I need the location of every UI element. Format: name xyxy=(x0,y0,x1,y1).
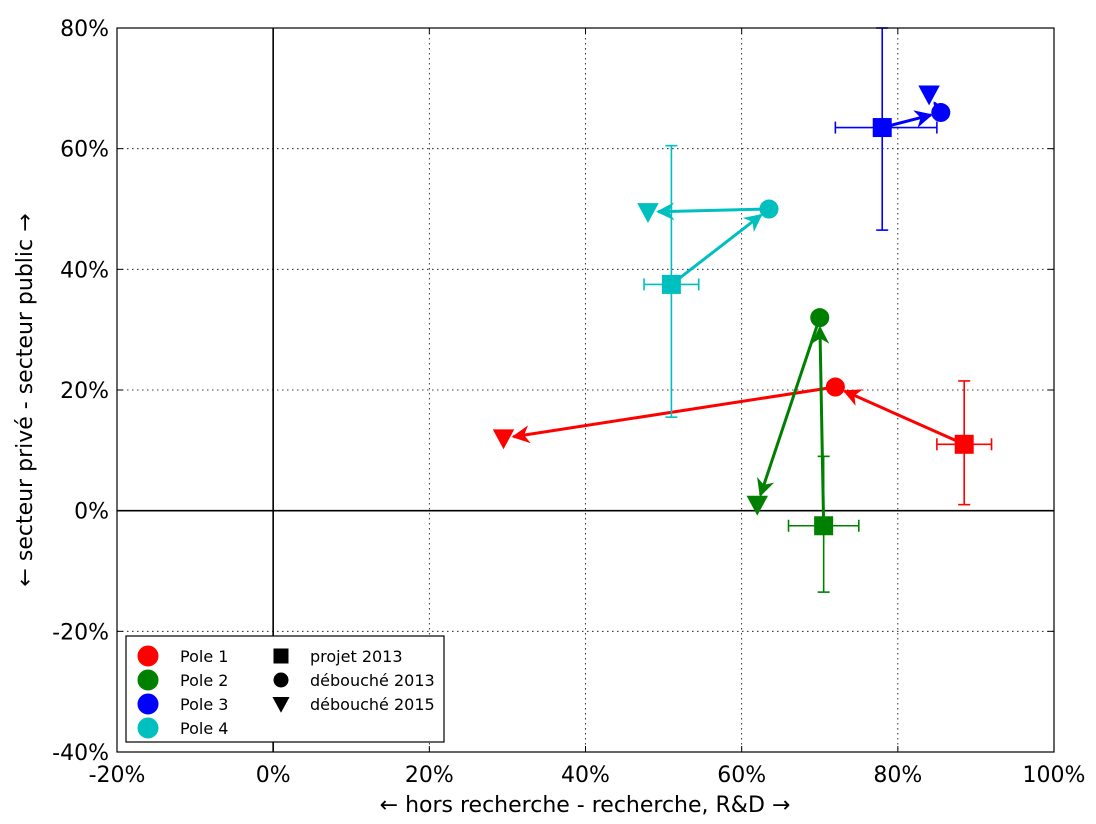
projet-2013-marker xyxy=(872,118,892,138)
legend-series-label: Pole 2 xyxy=(180,671,228,690)
x-tick-label: -20% xyxy=(89,763,146,788)
trajectory-arrow xyxy=(656,202,770,221)
y-axis-label: ← secteur privé - secteur public → xyxy=(13,213,38,586)
legend-marker-label: débouché 2013 xyxy=(310,671,435,690)
legend-series-label: Pole 1 xyxy=(180,647,228,666)
zero-axes xyxy=(117,28,1054,752)
series-pole-1 xyxy=(492,377,993,506)
debouche-2015-marker xyxy=(918,85,940,106)
y-tick-label: 0% xyxy=(74,500,109,525)
y-tick-label: -20% xyxy=(52,620,109,645)
x-axis-label: ← hors recherche - recherche, R&D → xyxy=(380,793,791,818)
projet-2013-marker xyxy=(954,434,974,454)
debouche-2013-marker xyxy=(810,308,830,328)
trajectory-arrow xyxy=(811,325,830,526)
x-tick-label: 40% xyxy=(561,763,610,788)
x-tick-label: 60% xyxy=(717,763,766,788)
x-tick-label: 0% xyxy=(256,763,291,788)
y-tick-label: 40% xyxy=(60,258,109,283)
trajectory-arrow xyxy=(757,317,822,497)
y-tick-label: 60% xyxy=(60,138,109,163)
legend-series-label: Pole 4 xyxy=(180,719,228,738)
y-tick-label: 20% xyxy=(60,379,109,404)
series-pole-3 xyxy=(834,27,951,231)
legend-marker-symbol xyxy=(273,648,289,664)
trajectory-arrow xyxy=(842,389,965,446)
trajectory-arrow xyxy=(670,213,763,286)
debouche-2015-marker xyxy=(746,495,769,516)
projet-2013-marker xyxy=(661,274,681,294)
legend-series-marker xyxy=(137,669,159,691)
debouche-2013-marker xyxy=(931,102,951,122)
legend-series-marker xyxy=(137,693,159,715)
debouche-2013-marker xyxy=(825,377,845,397)
series-layer xyxy=(492,27,993,593)
legend-marker-symbol xyxy=(273,672,289,688)
x-tick-label: 100% xyxy=(1023,763,1086,788)
series-pole-4 xyxy=(637,144,779,418)
x-tick-label: 20% xyxy=(405,763,454,788)
x-tick-label: 80% xyxy=(873,763,922,788)
tick-layer: -20% 0% 20% 40% 60% 80% 100%-40%-20%0%20%40%60… xyxy=(52,17,1085,788)
legend-marker-symbol xyxy=(272,696,290,713)
legend-series-label: Pole 3 xyxy=(180,695,228,714)
debouche-2013-marker xyxy=(759,199,779,219)
series-pole-2 xyxy=(746,308,860,593)
legend-marker-label: projet 2013 xyxy=(310,647,403,666)
debouche-2015-marker xyxy=(637,203,659,223)
debouche-2015-marker xyxy=(492,429,515,450)
legend-series-marker xyxy=(137,717,159,739)
legend: Pole 1 Pole 2 Pole 3 Pole 4 projet 2013 débou… xyxy=(125,635,445,743)
y-tick-label: 80% xyxy=(60,17,109,42)
legend-marker-label: débouché 2015 xyxy=(310,695,435,714)
legend-series-marker xyxy=(137,645,159,667)
projet-2013-marker xyxy=(814,516,834,536)
y-tick-label: -40% xyxy=(52,741,109,766)
trajectory-arrow xyxy=(511,385,836,444)
